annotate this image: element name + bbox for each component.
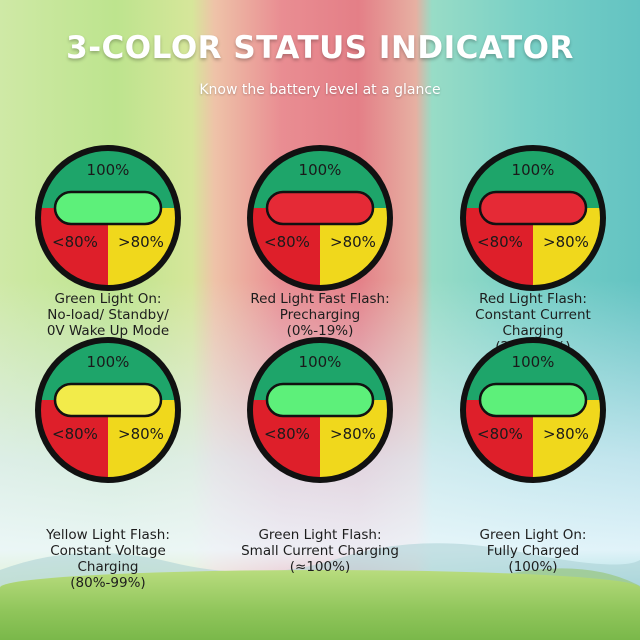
- indicator-caption: Green Light On: No-load/ Standby/ 0V Wak…: [8, 291, 208, 339]
- caption-line: Constant Current: [475, 307, 591, 323]
- caption-line: Red Light Flash:: [479, 291, 587, 307]
- caption-line: Red Light Fast Flash:: [250, 291, 390, 307]
- zone-right-label: >80%: [543, 425, 589, 443]
- led-light: [53, 382, 163, 418]
- zone-right-label: >80%: [543, 233, 589, 251]
- caption-line: (0%-19%): [286, 323, 354, 339]
- caption-line: Fully Charged: [486, 543, 580, 559]
- battery-indicator-icon: 100% <80% >80%: [247, 145, 393, 291]
- zone-top-label: 100%: [512, 161, 555, 179]
- caption-line: Green Light On:: [54, 291, 162, 307]
- battery-indicator-icon: 100% <80% >80%: [460, 337, 606, 483]
- zone-left-label: <80%: [477, 233, 523, 251]
- battery-indicator-icon: 100% <80% >80%: [35, 145, 181, 291]
- caption-line: Constant Voltage: [50, 543, 166, 559]
- indicator-caption: Red Light Fast Flash: Precharging (0%-19…: [220, 291, 420, 339]
- caption-line: Green Light On:: [479, 527, 587, 543]
- indicator-caption: Yellow Light Flash: Constant Voltage Cha…: [8, 527, 208, 591]
- zone-right-label: >80%: [330, 425, 376, 443]
- indicator-caption: Green Light Flash: Small Current Chargin…: [220, 527, 420, 575]
- caption-line: Charging: [77, 559, 139, 575]
- zone-right-label: >80%: [118, 425, 164, 443]
- zone-top-label: 100%: [299, 353, 342, 371]
- led-light: [265, 190, 375, 226]
- zone-right-label: >80%: [118, 233, 164, 251]
- zone-top-label: 100%: [87, 161, 130, 179]
- zone-right-label: >80%: [330, 233, 376, 251]
- caption-line: Yellow Light Flash:: [46, 527, 170, 543]
- caption-line: (100%): [508, 559, 558, 575]
- led-light: [478, 190, 588, 226]
- led-light: [53, 190, 163, 226]
- caption-line: Small Current Charging: [241, 543, 399, 559]
- led-light: [265, 382, 375, 418]
- battery-indicator-icon: 100% <80% >80%: [460, 145, 606, 291]
- zone-top-label: 100%: [299, 161, 342, 179]
- caption-line: No-load/ Standby/: [47, 307, 169, 323]
- battery-indicator-icon: 100% <80% >80%: [247, 337, 393, 483]
- zone-left-label: <80%: [477, 425, 523, 443]
- zone-left-label: <80%: [52, 233, 98, 251]
- caption-line: Charging: [502, 323, 564, 339]
- page-title: 3-COLOR STATUS INDICATOR: [66, 30, 574, 66]
- zone-top-label: 100%: [87, 353, 130, 371]
- zone-left-label: <80%: [52, 425, 98, 443]
- caption-line: (≈100%): [289, 559, 351, 575]
- caption-line: (80%-99%): [70, 575, 146, 591]
- indicator-caption: Green Light On: Fully Charged (100%): [433, 527, 633, 575]
- zone-top-label: 100%: [512, 353, 555, 371]
- zone-left-label: <80%: [264, 233, 310, 251]
- caption-line: Precharging: [279, 307, 361, 323]
- page-subtitle: Know the battery level at a glance: [199, 82, 441, 98]
- battery-indicator-icon: 100% <80% >80%: [35, 337, 181, 483]
- caption-line: 0V Wake Up Mode: [46, 323, 170, 339]
- caption-line: Green Light Flash:: [258, 527, 382, 543]
- led-light: [478, 382, 588, 418]
- grass-field: [0, 570, 640, 640]
- zone-left-label: <80%: [264, 425, 310, 443]
